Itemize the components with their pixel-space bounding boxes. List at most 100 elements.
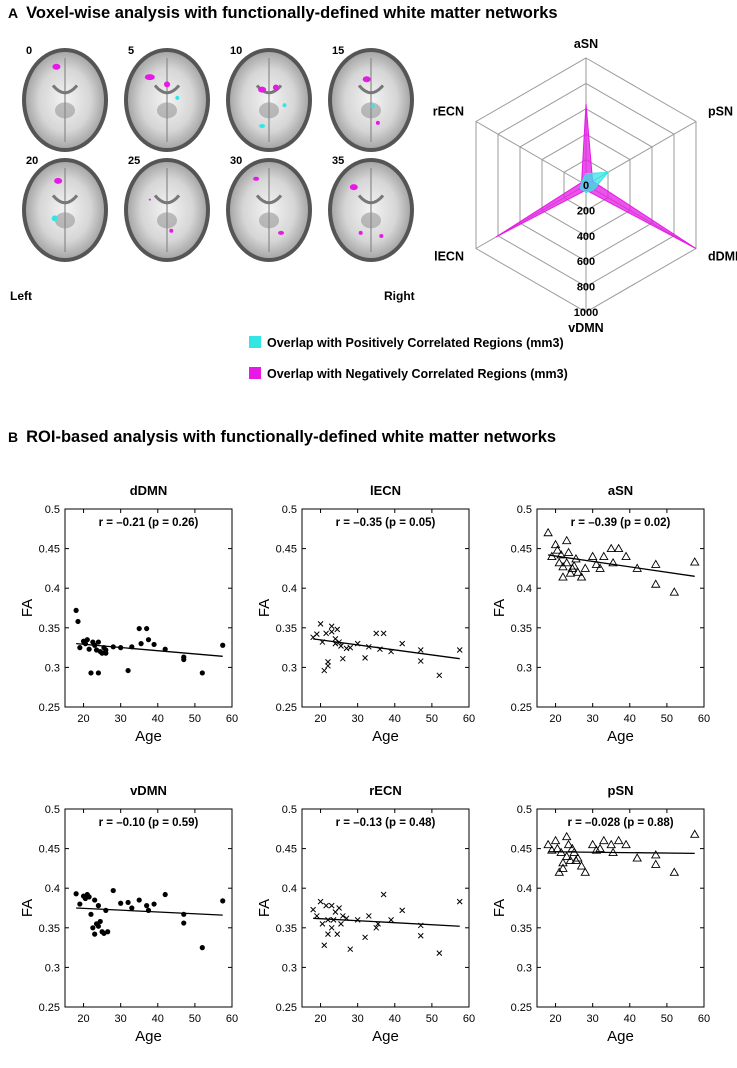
data-point <box>606 543 616 553</box>
data-point <box>565 855 576 864</box>
x-axis-label: Age <box>372 728 399 745</box>
scatter-plot: vDMN r = –0.10 (p = 0.59) 0.25 0.3 0.35 0.4 0.… <box>19 783 238 1045</box>
data-point <box>375 920 381 927</box>
ventricle <box>51 84 79 95</box>
data-point <box>380 891 387 898</box>
legend-negative-swatch <box>249 367 261 379</box>
scatter-plot: rECN r = –0.13 (p = 0.48) 0.25 0.3 0.35 0.4 0.… <box>256 783 475 1045</box>
radar-tick-label: 800 <box>577 282 595 294</box>
data-point <box>599 551 609 560</box>
data-point <box>220 642 226 648</box>
thalamus <box>55 212 75 229</box>
data-point <box>325 917 331 923</box>
data-point <box>343 915 350 922</box>
x-tick-label: 40 <box>389 1013 401 1025</box>
data-point <box>689 557 700 566</box>
y-tick-label: 0.45 <box>276 844 297 856</box>
data-point <box>88 911 94 917</box>
data-point <box>92 642 98 648</box>
radar-axis-label: aSN <box>574 37 598 51</box>
y-tick-label: 0.4 <box>517 583 532 595</box>
slice-number: 20 <box>26 155 38 167</box>
data-point <box>325 662 331 669</box>
y-tick-label: 0.3 <box>517 662 532 674</box>
data-point <box>554 867 565 876</box>
data-point <box>321 667 328 674</box>
overlap-blob <box>51 215 58 222</box>
data-point <box>220 898 226 904</box>
overlap-blob <box>258 86 267 93</box>
y-tick-label: 0.35 <box>39 923 60 935</box>
x-tick-label: 20 <box>549 1013 561 1025</box>
panel-b-title: B ROI-based analysis with functionally-de… <box>8 428 556 447</box>
data-point <box>325 931 331 937</box>
data-point <box>86 894 92 900</box>
data-point <box>313 631 320 637</box>
thalamus <box>157 102 177 119</box>
plot-title: vDMN <box>130 783 167 798</box>
data-point <box>580 867 591 876</box>
x-tick-label: 30 <box>352 1013 364 1025</box>
data-point <box>110 887 116 894</box>
thalamus <box>157 212 177 229</box>
radar-tick-label: 200 <box>577 205 595 217</box>
data-point <box>373 924 380 931</box>
y-tick-label: 0.25 <box>276 1002 297 1014</box>
data-point <box>317 620 324 627</box>
ventricle <box>255 84 283 95</box>
legend-positive-swatch <box>249 336 261 348</box>
data-point <box>347 946 354 953</box>
y-tick-label: 0.4 <box>282 883 297 895</box>
data-point <box>86 646 92 652</box>
data-point <box>95 903 101 909</box>
data-point <box>573 567 583 576</box>
y-tick-label: 0.25 <box>39 1002 60 1014</box>
data-point <box>650 559 661 568</box>
y-axis-label: FA <box>19 599 36 617</box>
data-point <box>417 647 424 653</box>
data-point <box>456 647 463 653</box>
data-point <box>563 839 574 849</box>
data-point <box>417 922 424 929</box>
data-point <box>650 850 661 859</box>
scatter-plot: aSN r = –0.39 (p = 0.02) 0.25 0.3 0.35 0.4 0.4… <box>491 483 710 745</box>
x-axis-label: Age <box>135 728 162 745</box>
data-point <box>105 929 111 935</box>
data-point <box>650 579 661 588</box>
x-axis-label: Age <box>135 1028 162 1045</box>
data-point <box>136 625 142 632</box>
plot-title: aSN <box>608 483 633 498</box>
data-point <box>151 641 157 648</box>
data-point <box>591 845 602 854</box>
overlap-blob <box>278 230 285 235</box>
data-point <box>181 920 187 926</box>
data-point <box>689 829 700 838</box>
overlap-blob <box>358 230 363 235</box>
data-point <box>339 913 346 919</box>
data-point <box>561 831 572 841</box>
data-point <box>380 630 387 637</box>
data-point <box>377 646 383 653</box>
x-tick-label: 50 <box>661 713 673 725</box>
overlap-blob <box>148 198 151 201</box>
ventricle <box>153 194 181 205</box>
data-point <box>569 561 579 570</box>
y-axis-label: FA <box>256 599 273 617</box>
data-point <box>547 551 557 560</box>
thalamus <box>259 102 279 119</box>
thalamus <box>361 212 381 229</box>
y-tick-label: 0.45 <box>511 544 532 556</box>
y-axis-label: FA <box>491 899 508 917</box>
data-point <box>319 920 326 927</box>
ventricle <box>153 84 181 95</box>
x-tick-label: 30 <box>115 1013 127 1025</box>
data-point <box>95 670 101 676</box>
data-point <box>608 847 618 857</box>
x-axis-label: Age <box>607 1028 634 1045</box>
y-axis-label: FA <box>491 599 508 617</box>
radar-tick-label: 0 <box>583 180 589 192</box>
data-point <box>561 851 572 860</box>
data-point <box>576 572 587 581</box>
regression-line <box>548 554 695 577</box>
